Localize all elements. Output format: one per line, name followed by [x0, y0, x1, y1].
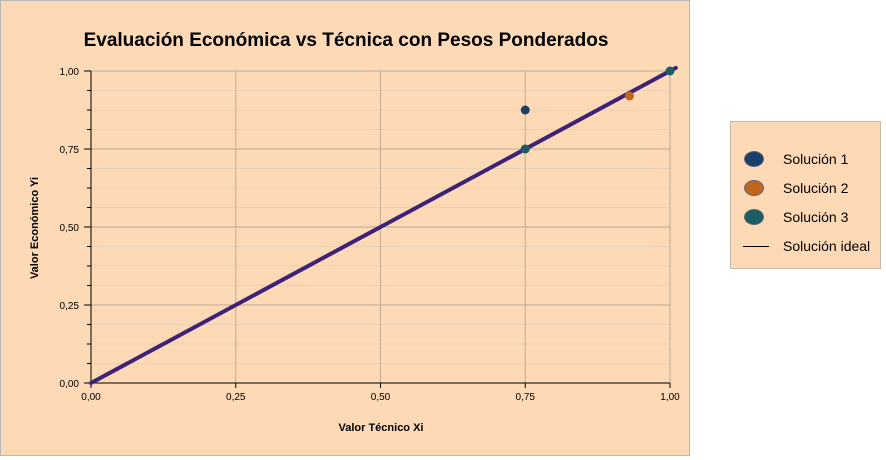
legend-swatch-solucion-3 — [744, 209, 764, 225]
ideal-line — [89, 65, 678, 385]
x-tick-label: 1,00 — [660, 392, 680, 403]
legend-label-solucion-2: Solución 2 — [783, 180, 849, 196]
data-points — [520, 66, 675, 154]
data-point-series-2 — [624, 91, 634, 101]
axes — [84, 70, 671, 388]
ideal-line-layer — [89, 65, 678, 385]
legend: Solución 1 Solución 2 Solución 3 Solució… — [730, 121, 881, 269]
legend-item-solucion-2: Solución 2 — [731, 177, 882, 201]
legend-swatch-solucion-2 — [744, 180, 764, 196]
y-tick-label: 0,25 — [60, 301, 80, 312]
y-tick-label: 0,75 — [60, 145, 80, 156]
grid-lines — [91, 70, 671, 383]
x-tick-label: 0,25 — [226, 392, 246, 403]
legend-label-solucion-3: Solución 3 — [783, 209, 849, 225]
y-tick-label: 0,00 — [60, 379, 80, 390]
legend-label-solucion-1: Solución 1 — [783, 151, 849, 167]
legend-swatch-solucion-1 — [744, 151, 764, 167]
tick-labels: 0,000,00 0,25 0,25 0,50 0,50 0,75 0,75 1,00 1,00 — [60, 67, 681, 403]
y-axis-label: Valor Económico Yi — [29, 177, 41, 279]
chart-title: Evaluación Económica vs Técnica con Peso… — [84, 30, 609, 51]
data-point-series-3 — [520, 144, 530, 154]
x-tick-label: 0,75 — [516, 392, 536, 403]
x-tick-label: 0,50 — [371, 392, 391, 403]
legend-line-solucion-ideal — [743, 246, 769, 247]
legend-item-solucion-3: Solución 3 — [731, 206, 882, 230]
scatter-chart: Evaluación Económica vs Técnica con Peso… — [29, 30, 681, 434]
y-tick-label: 1,00 — [60, 67, 80, 78]
legend-item-solucion-1: Solución 1 — [731, 148, 882, 172]
data-point-series-1 — [520, 105, 530, 115]
legend-item-solucion-ideal: Solución ideal — [731, 235, 882, 259]
chart-area: Evaluación Económica vs Técnica con Peso… — [0, 0, 690, 456]
x-axis-label: Valor Técnico Xi — [339, 422, 424, 434]
data-point-series-3 — [665, 66, 675, 76]
y-tick-label: 0,50 — [60, 223, 80, 234]
legend-label-solucion-ideal: Solución ideal — [783, 238, 871, 254]
x-tick-label: 0,00 — [81, 392, 101, 403]
